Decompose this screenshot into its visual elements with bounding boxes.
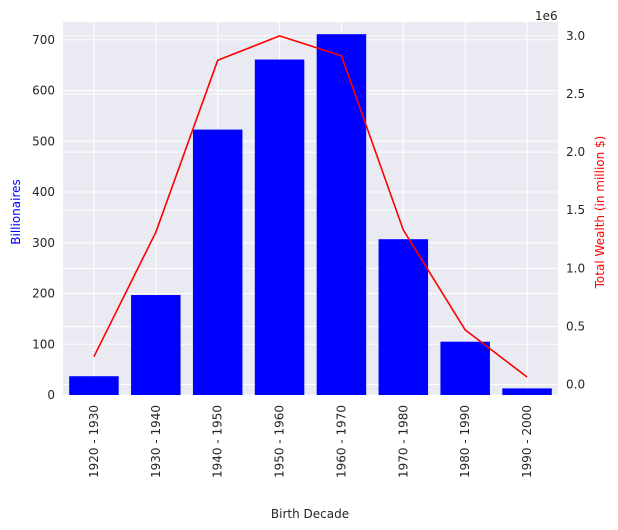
x-tick-label: 1920 - 1930 [87,405,101,478]
right-tick-label: 0.0 [566,378,585,392]
right-axis-offset-text: 1e6 [535,9,558,23]
left-tick-label: 100 [32,337,55,351]
right-axis-label: Total Wealth (in million $) [593,136,607,290]
left-tick-label: 500 [32,134,55,148]
left-tick-label: 600 [32,84,55,98]
line-series [93,35,528,378]
bar-1980-1990 [440,341,490,395]
right-axis-ticks: 0.0 0.5 1.0 1.5 2.0 2.5 3.0 [566,29,585,392]
left-tick-label: 200 [32,287,55,301]
left-tick-label: 300 [32,236,55,250]
right-tick-label: 1.5 [566,203,585,217]
right-tick-label: 3.0 [566,29,585,43]
right-tick-label: 2.5 [566,87,585,101]
x-tick-label: 1970 - 1980 [396,405,410,478]
x-axis-label: Birth Decade [271,507,349,521]
left-tick-label: 0 [47,388,55,402]
x-axis-ticks: 1920 - 1930 1930 - 1940 1940 - 1950 1950 - … [87,405,534,478]
right-tick-label: 0.5 [566,319,585,333]
x-tick-label: 1980 - 1990 [458,405,472,478]
bar-1990-2000 [502,388,552,395]
left-tick-label: 700 [32,33,55,47]
total-wealth-line [93,35,528,378]
x-tick-label: 1950 - 1960 [273,405,287,478]
x-tick-label: 1940 - 1950 [211,405,225,478]
left-axis-ticks: 0 100 200 300 400 500 600 700 [32,33,55,402]
left-tick-label: 400 [32,185,55,199]
right-tick-label: 2.0 [566,145,585,159]
bar-1950-1960 [254,59,305,395]
right-tick-label: 1.0 [566,261,585,275]
bar-1920-1930 [69,376,119,395]
x-tick-label: 1990 - 2000 [520,405,534,478]
bar-1960-1970 [316,34,367,395]
x-tick-label: 1960 - 1970 [334,405,348,478]
bar-series [69,34,552,395]
x-tick-label: 1930 - 1940 [149,405,163,478]
bar-1930-1940 [131,295,181,395]
left-axis-label: Billionaires [9,179,23,245]
bar-1970-1980 [378,239,429,395]
bar-1940-1950 [192,129,243,395]
